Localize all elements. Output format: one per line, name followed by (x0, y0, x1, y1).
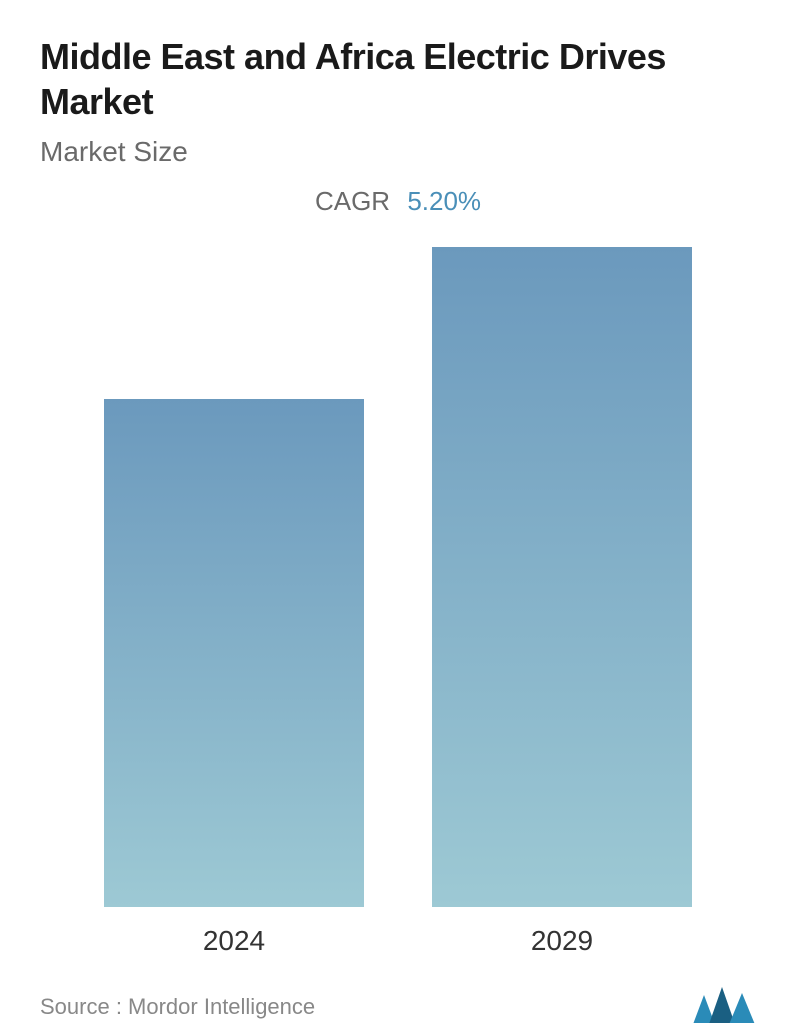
bar-0 (104, 399, 364, 907)
chart-subtitle: Market Size (40, 136, 756, 168)
bar-group-1: 2029 (432, 247, 692, 965)
cagr-value: 5.20% (407, 186, 481, 216)
bar-label-0: 2024 (203, 925, 265, 965)
chart-title: Middle East and Africa Electric Drives M… (40, 34, 756, 124)
chart-plot-area: 2024 2029 (40, 247, 756, 965)
footer: Source : Mordor Intelligence (40, 973, 756, 1027)
cagr-label: CAGR (315, 186, 390, 216)
source-text: Source : Mordor Intelligence (40, 994, 315, 1020)
bar-group-0: 2024 (104, 399, 364, 965)
chart-container: Middle East and Africa Electric Drives M… (0, 0, 796, 1034)
bar-1 (432, 247, 692, 907)
mordor-logo-icon (692, 987, 756, 1027)
bar-label-1: 2029 (531, 925, 593, 965)
cagr-row: CAGR 5.20% (40, 186, 756, 217)
